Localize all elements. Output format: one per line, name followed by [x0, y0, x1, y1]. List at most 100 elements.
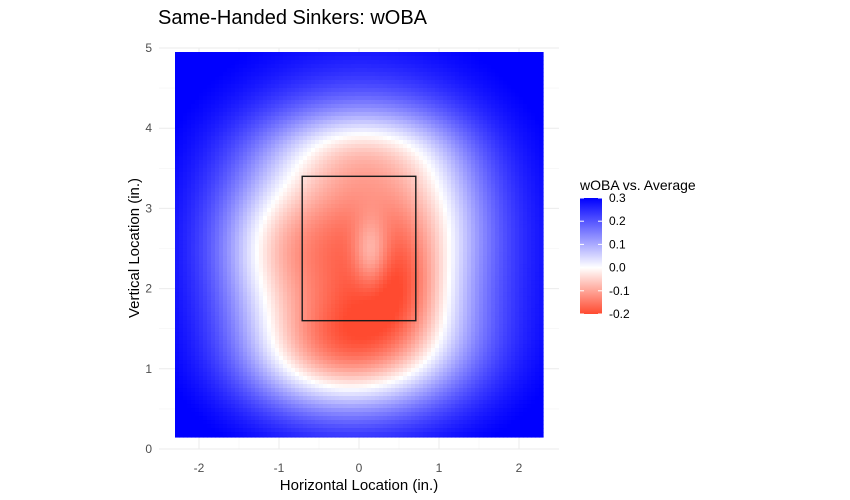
heat-cell: [483, 96, 488, 101]
heat-cell: [395, 136, 400, 141]
heat-cell: [331, 252, 336, 257]
heat-cell: [347, 252, 352, 257]
heat-cell: [467, 192, 472, 197]
heat-cell: [275, 172, 280, 177]
heat-cell: [451, 256, 456, 261]
heat-cell: [343, 260, 348, 265]
heat-cell: [435, 60, 440, 65]
heat-cell: [431, 148, 436, 153]
heat-cell: [443, 124, 448, 129]
heat-cell: [403, 80, 408, 85]
heat-cell: [379, 108, 384, 113]
heat-cell: [227, 68, 232, 73]
heat-cell: [175, 100, 180, 105]
heat-cell: [191, 204, 196, 209]
heat-cell: [491, 104, 496, 109]
heat-cell: [375, 216, 380, 221]
heat-cell: [207, 136, 212, 141]
heat-cell: [491, 116, 496, 121]
heat-cell: [435, 240, 440, 245]
heat-cell: [259, 172, 264, 177]
heat-cell: [227, 236, 232, 241]
heat-cell: [439, 204, 444, 209]
heat-cell: [443, 140, 448, 145]
heat-cell: [199, 104, 204, 109]
heat-cell: [211, 136, 216, 141]
heat-cell: [415, 92, 420, 97]
heat-cell: [315, 140, 320, 145]
heat-cell: [179, 216, 184, 221]
heat-cell: [315, 264, 320, 269]
heat-cell: [375, 200, 380, 205]
heat-cell: [311, 148, 316, 153]
heat-cell: [531, 160, 536, 165]
heat-cell: [371, 76, 376, 81]
heat-cell: [195, 260, 200, 265]
heat-cell: [371, 224, 376, 229]
heat-cell: [343, 56, 348, 61]
heat-cell: [491, 144, 496, 149]
heat-cell: [351, 60, 356, 65]
heat-cell: [495, 104, 500, 109]
heat-cell: [399, 76, 404, 81]
heat-cell: [507, 256, 512, 261]
heat-cell: [459, 196, 464, 201]
heat-cell: [423, 196, 428, 201]
heat-cell: [175, 104, 180, 109]
heat-cell: [255, 196, 260, 201]
heat-cell: [323, 244, 328, 249]
heat-cell: [507, 140, 512, 145]
heat-cell: [219, 252, 224, 257]
heat-cell: [239, 92, 244, 97]
heat-cell: [355, 120, 360, 125]
heat-cell: [415, 228, 420, 233]
heat-cell: [447, 172, 452, 177]
heat-cell: [475, 112, 480, 117]
heat-cell: [519, 176, 524, 181]
heat-cell: [371, 256, 376, 261]
heat-cell: [203, 68, 208, 73]
heat-cell: [179, 116, 184, 121]
heat-cell: [331, 184, 336, 189]
heat-cell: [383, 168, 388, 173]
heat-cell: [399, 120, 404, 125]
heat-cell: [219, 60, 224, 65]
heat-cell: [307, 108, 312, 113]
heat-cell: [287, 240, 292, 245]
heat-cell: [519, 132, 524, 137]
heat-cell: [191, 100, 196, 105]
heat-cell: [427, 208, 432, 213]
heat-cell: [359, 208, 364, 213]
heat-cell: [287, 52, 292, 57]
heat-cell: [279, 72, 284, 77]
heat-cell: [491, 176, 496, 181]
heat-cell: [407, 232, 412, 237]
heat-cell: [519, 76, 524, 81]
heat-cell: [539, 204, 544, 209]
heat-cell: [179, 172, 184, 177]
heat-cell: [251, 236, 256, 241]
heat-cell: [415, 76, 420, 81]
heat-cell: [467, 156, 472, 161]
heat-cell: [247, 236, 252, 241]
heat-cell: [471, 176, 476, 181]
heat-cell: [303, 252, 308, 257]
heat-cell: [503, 84, 508, 89]
heat-cell: [259, 84, 264, 89]
heat-cell: [523, 216, 528, 221]
heat-cell: [355, 212, 360, 217]
heat-cell: [375, 100, 380, 105]
heat-cell: [247, 240, 252, 245]
heat-cell: [515, 108, 520, 113]
heat-cell: [231, 92, 236, 97]
heat-cell: [435, 64, 440, 69]
heat-cell: [255, 168, 260, 173]
heat-cell: [479, 220, 484, 225]
heat-cell: [335, 132, 340, 137]
heat-cell: [183, 232, 188, 237]
heat-cell: [435, 164, 440, 169]
heat-cell: [283, 180, 288, 185]
heat-cell: [303, 180, 308, 185]
heat-cell: [431, 236, 436, 241]
heat-cell: [507, 184, 512, 189]
